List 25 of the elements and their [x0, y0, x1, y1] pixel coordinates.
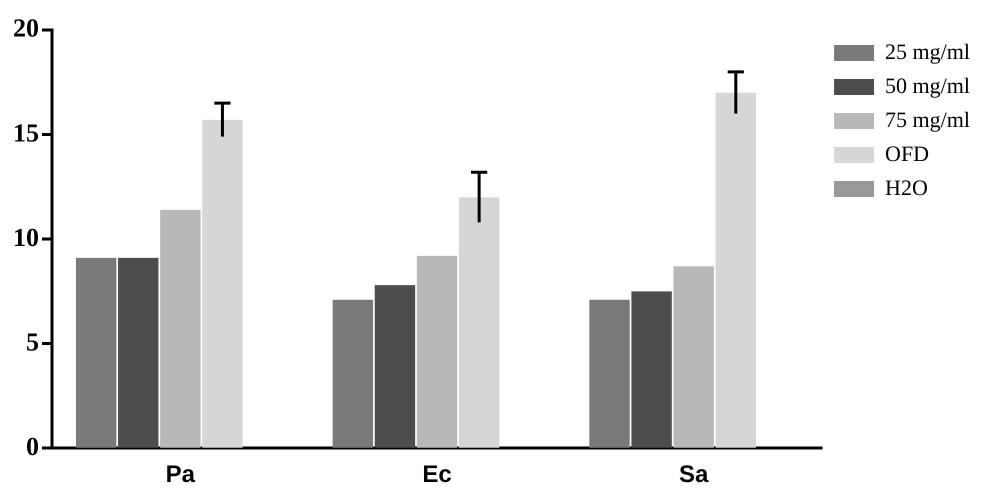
bar — [674, 266, 714, 448]
y-tick-label: 0 — [26, 432, 39, 461]
y-tick-label: 10 — [13, 222, 39, 252]
bar — [374, 285, 416, 448]
bar — [160, 210, 201, 448]
legend-label: 75 mg/ml — [885, 106, 970, 132]
legend-label: 25 mg/ml — [885, 38, 970, 64]
bar — [458, 197, 500, 448]
bar — [716, 92, 756, 448]
legend-label: OFD — [885, 140, 930, 166]
x-tick-label: Sa — [679, 461, 710, 488]
bar — [76, 258, 116, 448]
bar — [631, 291, 672, 448]
y-tick-label: 15 — [13, 118, 39, 148]
bar — [416, 256, 458, 448]
bar — [332, 300, 374, 448]
legend-label: H2O — [885, 174, 928, 200]
bar — [589, 300, 630, 448]
bar — [118, 258, 158, 448]
legend-label: 50 mg/ml — [885, 72, 970, 98]
y-tick-label: 5 — [26, 327, 39, 356]
x-tick-label: Ec — [422, 461, 452, 488]
bar — [202, 120, 243, 448]
y-tick-label: 20 — [13, 14, 39, 43]
x-tick-label: Pa — [166, 461, 196, 488]
